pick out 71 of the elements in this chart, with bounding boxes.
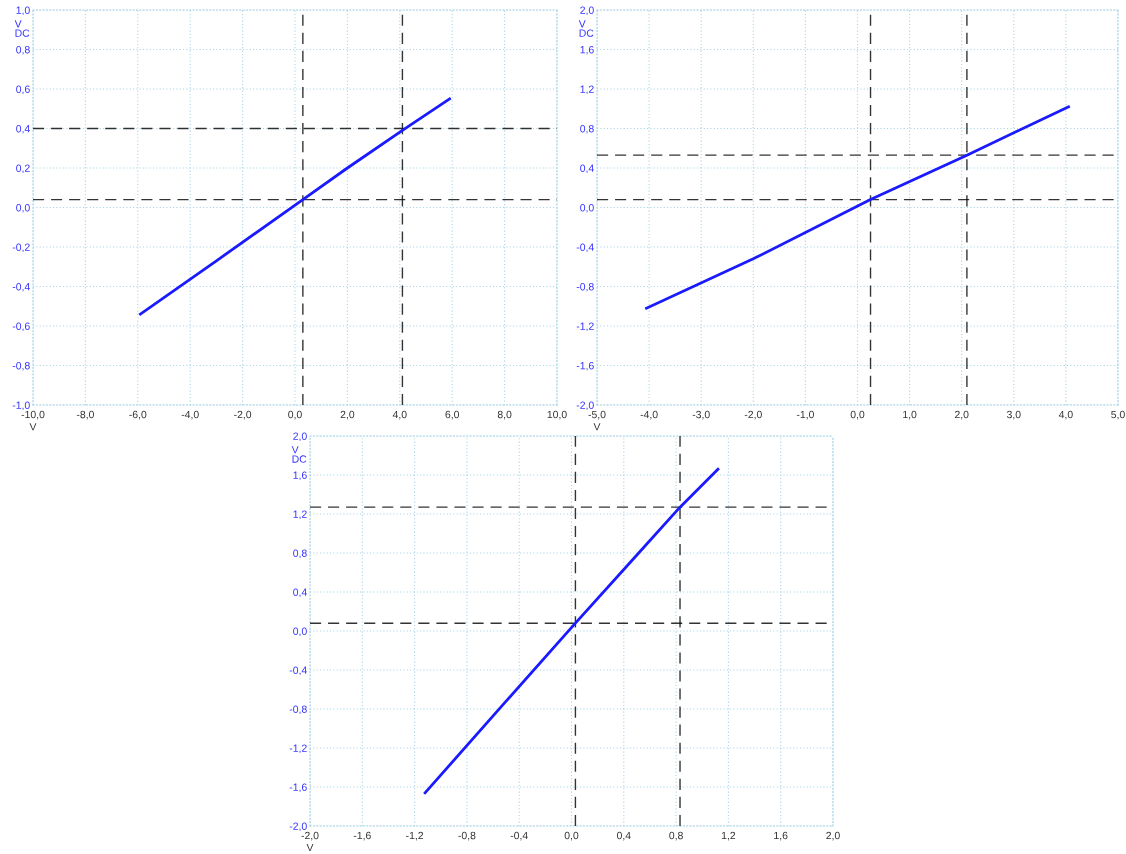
y-tick-label: 0,0 [293,627,307,637]
x-tick-label: -2,0 [234,410,252,420]
x-tick-label: 1,0 [903,410,917,420]
y-tick-label: -0,4 [289,666,307,676]
x-tick-label: 10,0 [547,410,567,420]
y-tick-label: 0,2 [16,164,30,174]
x-tick-label: -4,0 [640,410,658,420]
x-tick-label: -10,0 [21,410,45,420]
x-tick-label: 4,0 [1058,410,1073,420]
y-tick-label: -0,4 [576,243,594,253]
y-tick-label: 2,0 [293,432,307,442]
x-tick-label: -3,0 [692,410,710,420]
x-tick-label: -2,0 [301,831,319,841]
x-tick-label: 0,8 [669,831,683,841]
y-axis-title: V DC [578,20,594,37]
y-tick-label: 1,2 [580,85,594,95]
x-axis-title: V [306,843,314,852]
y-axis-title: V DC [14,20,30,37]
x-tick-label: -0,4 [510,831,528,841]
y-tick-label: 0,8 [580,125,594,134]
y-tick-label: -0,2 [12,243,30,253]
y-tick-label: -2,0 [289,822,307,832]
x-tick-label: 1,2 [721,831,736,841]
x-tick-label: 0,0 [564,831,579,841]
y-tick-label: 2,0 [580,6,594,16]
x-axis-title: V [593,423,601,431]
y-tick-label: 1,6 [293,471,307,481]
x-tick-label: -2,0 [744,410,762,420]
y-tick-label: -2,0 [576,401,594,411]
y-tick-label: 1,6 [580,46,594,55]
y-tick-label: -0,8 [289,705,307,715]
x-tick-label: -1,0 [796,410,814,420]
y-tick-label: -0,4 [12,283,30,292]
x-tick-label: 1,6 [774,831,788,841]
x-tick-label: 6,0 [445,410,460,420]
x-tick-label: 2,0 [340,410,355,420]
y-tick-label: -1,6 [576,362,594,371]
y-tick-label: 1,2 [293,510,307,520]
y-tick-label: -0,6 [12,322,30,332]
x-tick-label: -4,0 [181,410,199,420]
y-tick-label: -1,2 [576,322,594,332]
y-tick-label: -0,8 [576,283,594,292]
y-tick-label: 0,0 [16,204,30,213]
x-tick-label: 2,0 [954,410,969,420]
x-tick-label: 0,0 [850,410,865,420]
y-tick-label: 0,6 [16,85,30,95]
x-tick-label: 3,0 [1006,410,1021,420]
y-tick-label: 0,8 [293,549,307,559]
x-tick-label: -8,0 [76,410,94,420]
y-tick-label: -1,0 [12,401,30,411]
y-tick-label: 0,0 [580,204,594,213]
x-tick-label: -5,0 [588,410,606,420]
x-tick-label: 2,0 [826,831,840,841]
y-tick-label: -1,6 [289,783,307,793]
x-tick-label: -0,8 [458,831,476,841]
x-tick-label: -1,2 [406,831,424,841]
y-tick-label: -0,8 [12,362,30,371]
x-tick-label: -6,0 [129,410,147,420]
x-axis-title: V [29,423,37,431]
y-axis-title: V DC [291,446,307,463]
y-tick-label: 0,4 [16,125,30,134]
y-tick-label: 0,4 [580,164,594,174]
y-tick-label: -1,2 [289,744,307,754]
y-tick-label: 0,8 [16,46,30,55]
x-tick-label: 5,0 [1111,410,1125,420]
x-tick-label: 4,0 [392,410,407,420]
y-tick-label: 1,0 [16,6,30,16]
x-tick-label: -1,6 [353,831,371,841]
y-tick-label: 0,4 [293,588,307,598]
x-tick-label: 0,4 [616,831,631,841]
x-tick-label: 8,0 [497,410,512,420]
